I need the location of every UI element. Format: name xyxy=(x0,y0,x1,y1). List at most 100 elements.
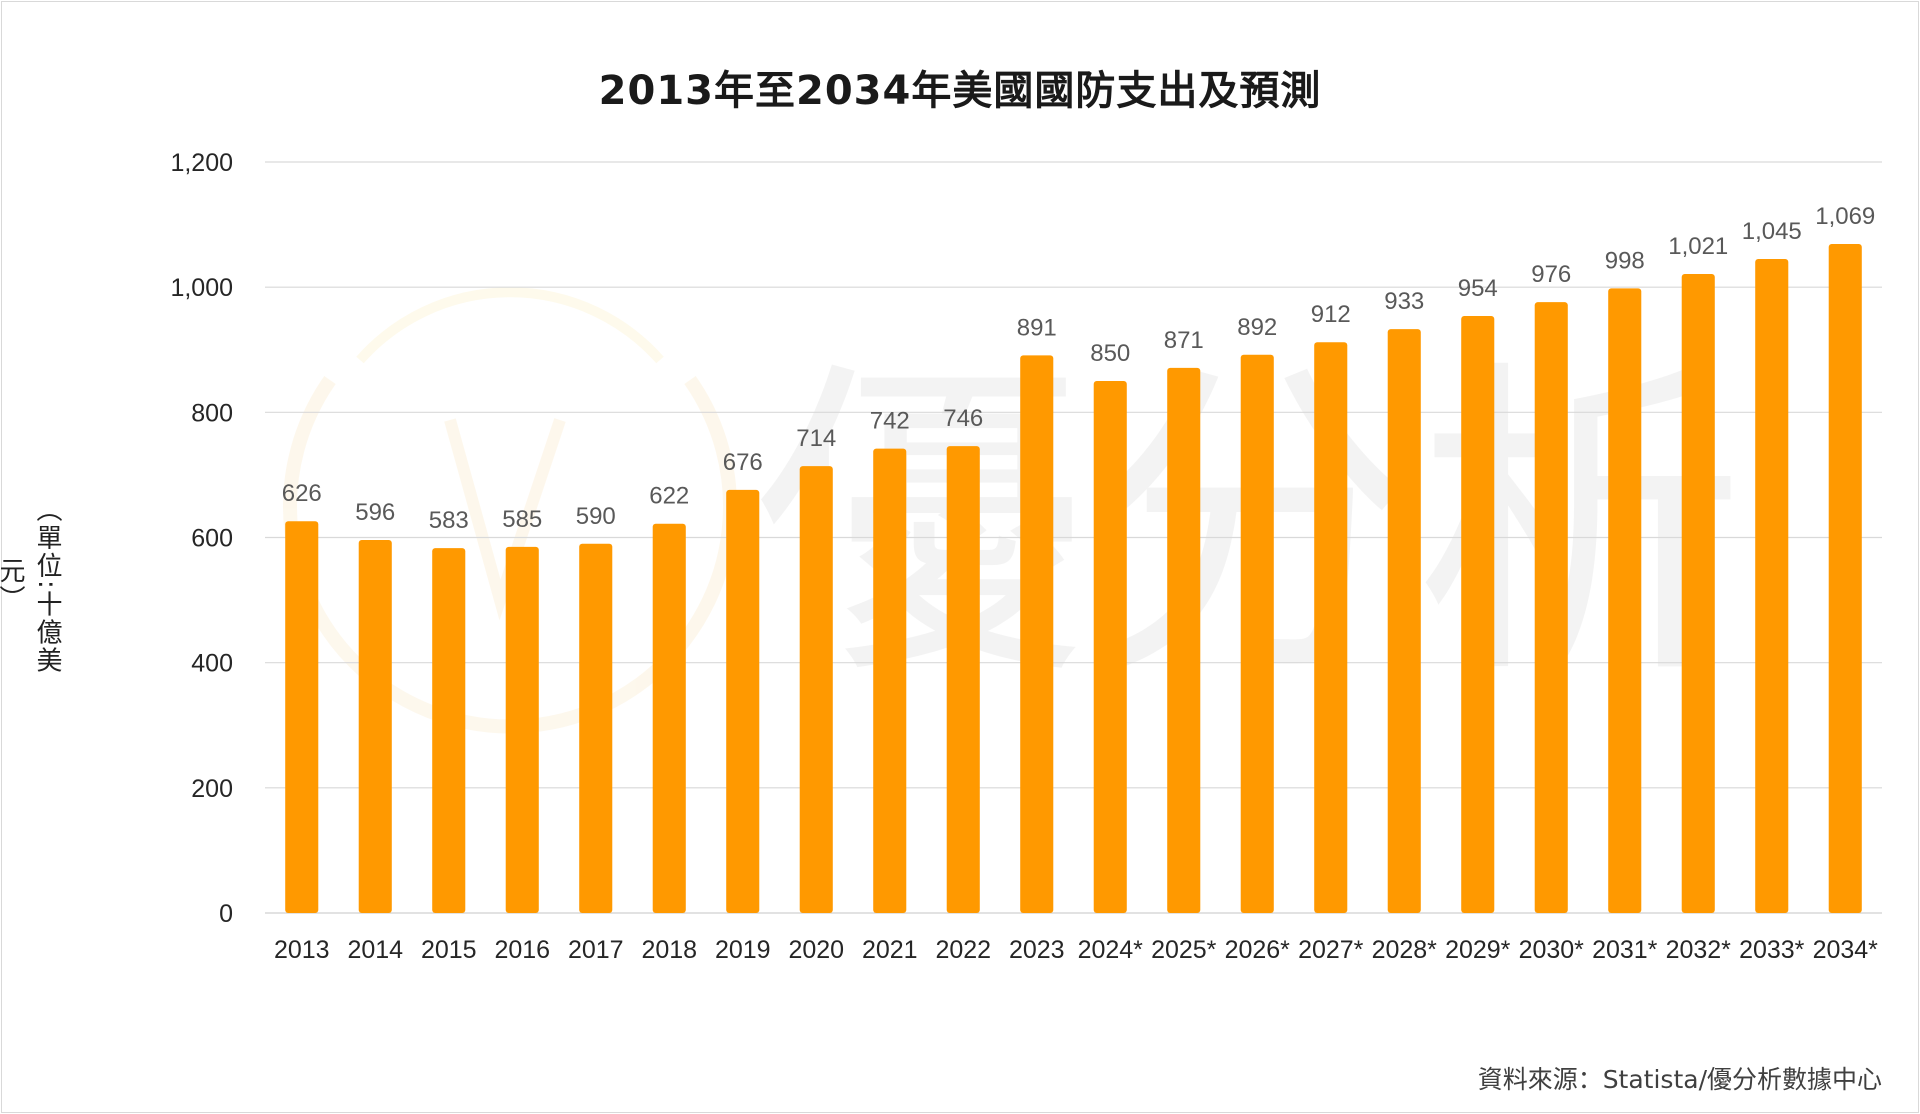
bar-group xyxy=(873,448,907,913)
bar-value-label: 912 xyxy=(1311,301,1351,328)
bars xyxy=(285,243,1862,914)
x-tick-label: 2027* xyxy=(1298,936,1364,964)
x-tick-label: 2030* xyxy=(1519,936,1585,964)
chart-title: 2013年至2034年美國國防支出及預測 xyxy=(598,68,1322,114)
y-axis-label: （單位:十億美元） xyxy=(0,495,62,675)
bar-group xyxy=(1167,367,1201,913)
bar-group xyxy=(1314,342,1348,913)
bar-value-label: 746 xyxy=(943,405,983,432)
x-tick-label: 2014 xyxy=(347,936,403,964)
bar-value-label: 850 xyxy=(1090,340,1130,367)
source-note: 資料來源：Statista/優分析數據中心 xyxy=(1477,1065,1882,1094)
bar-value-label: 590 xyxy=(576,503,616,530)
bar-group xyxy=(1828,243,1862,914)
bar-group xyxy=(1240,354,1274,913)
bar-group xyxy=(946,446,980,913)
bar xyxy=(873,448,907,913)
x-axis-ticks: 2013 2014 2015 2016 2017 2018 2019 2020 2021 2022… xyxy=(274,936,1878,964)
bar-group xyxy=(726,489,760,913)
x-tick-label: 2021 xyxy=(862,936,918,964)
bar xyxy=(1020,355,1054,913)
x-tick-label: 2028* xyxy=(1372,936,1438,964)
bar-value-label: 892 xyxy=(1237,314,1277,341)
bar xyxy=(799,466,833,913)
bar-group xyxy=(432,548,466,913)
x-tick-label: 2020 xyxy=(788,936,844,964)
y-tick-label: 600 xyxy=(191,525,233,553)
x-tick-label: 2024* xyxy=(1078,936,1144,964)
bar xyxy=(505,546,539,913)
bar xyxy=(1828,243,1862,914)
x-tick-label: 2015 xyxy=(421,936,477,964)
bar-group xyxy=(505,546,539,913)
bar xyxy=(1387,329,1421,913)
bar-group xyxy=(652,523,686,913)
y-axis-ticks: 0 200 400 600 800 1,000 1,200 xyxy=(170,149,233,928)
x-tick-label: 2032* xyxy=(1666,936,1732,964)
bar-group xyxy=(358,540,392,913)
x-tick-label: 2019 xyxy=(715,936,771,964)
bar-value-label: 676 xyxy=(723,449,763,476)
bar-value-label: 1,045 xyxy=(1742,218,1802,245)
bar-value-label: 596 xyxy=(355,499,395,526)
bar xyxy=(652,523,686,913)
x-tick-label: 2031* xyxy=(1592,936,1658,964)
bar xyxy=(358,540,392,913)
x-tick-label: 2018 xyxy=(641,936,697,964)
bar-value-label: 583 xyxy=(429,507,469,534)
bar-value-label: 933 xyxy=(1384,288,1424,315)
x-tick-label: 2034* xyxy=(1813,936,1879,964)
bar xyxy=(1314,342,1348,913)
x-tick-label: 2026* xyxy=(1225,936,1291,964)
bar-value-label: 998 xyxy=(1605,247,1645,274)
x-tick-label: 2029* xyxy=(1445,936,1511,964)
bar-group xyxy=(1093,381,1127,914)
x-tick-label: 2017 xyxy=(568,936,624,964)
bar xyxy=(1461,315,1495,914)
bar-group xyxy=(579,543,613,913)
bar xyxy=(1681,274,1715,913)
bar-value-label: 714 xyxy=(796,425,836,452)
x-tick-label: 2013 xyxy=(274,936,330,964)
x-tick-label: 2025* xyxy=(1151,936,1217,964)
x-tick-label: 2022 xyxy=(935,936,991,964)
x-tick-label: 2016 xyxy=(494,936,550,964)
bar-value-label: 742 xyxy=(870,408,910,435)
bar xyxy=(285,521,319,913)
bar xyxy=(1240,354,1274,913)
y-tick-label: 0 xyxy=(219,900,233,928)
bar-value-label: 976 xyxy=(1531,261,1571,288)
bar-value-label: 1,069 xyxy=(1815,203,1875,230)
bar xyxy=(946,446,980,913)
bar-value-label: 1,021 xyxy=(1668,233,1728,260)
bar-group xyxy=(285,521,319,913)
y-tick-label: 1,200 xyxy=(170,149,233,177)
y-tick-label: 1,000 xyxy=(170,274,233,302)
y-tick-label: 400 xyxy=(191,650,233,678)
x-tick-label: 2023 xyxy=(1009,936,1065,964)
bar-group xyxy=(1681,274,1715,913)
bar xyxy=(726,489,760,913)
y-tick-label: 800 xyxy=(191,399,233,427)
bar-value-label: 871 xyxy=(1164,327,1204,354)
bar xyxy=(1093,381,1127,914)
bar xyxy=(1755,259,1789,914)
bar-value-label: 891 xyxy=(1017,314,1057,341)
bar xyxy=(1534,302,1568,914)
bar-group xyxy=(1608,288,1642,913)
x-tick-label: 2033* xyxy=(1739,936,1805,964)
bar-value-label: 626 xyxy=(282,480,322,507)
bar-group xyxy=(1020,355,1054,913)
bar-group xyxy=(1755,259,1789,914)
bar xyxy=(432,548,466,913)
bar-value-label: 622 xyxy=(649,483,689,510)
data-labels: 626 596 583 585 590 622 676 714 742 746 891 850 871 8… xyxy=(282,203,1876,534)
bar-group xyxy=(1461,315,1495,914)
y-tick-label: 200 xyxy=(191,775,233,803)
bar-value-label: 954 xyxy=(1458,275,1498,302)
bar-group xyxy=(1387,329,1421,913)
bar xyxy=(1167,367,1201,913)
bar xyxy=(579,543,613,913)
bar-group xyxy=(1534,302,1568,914)
